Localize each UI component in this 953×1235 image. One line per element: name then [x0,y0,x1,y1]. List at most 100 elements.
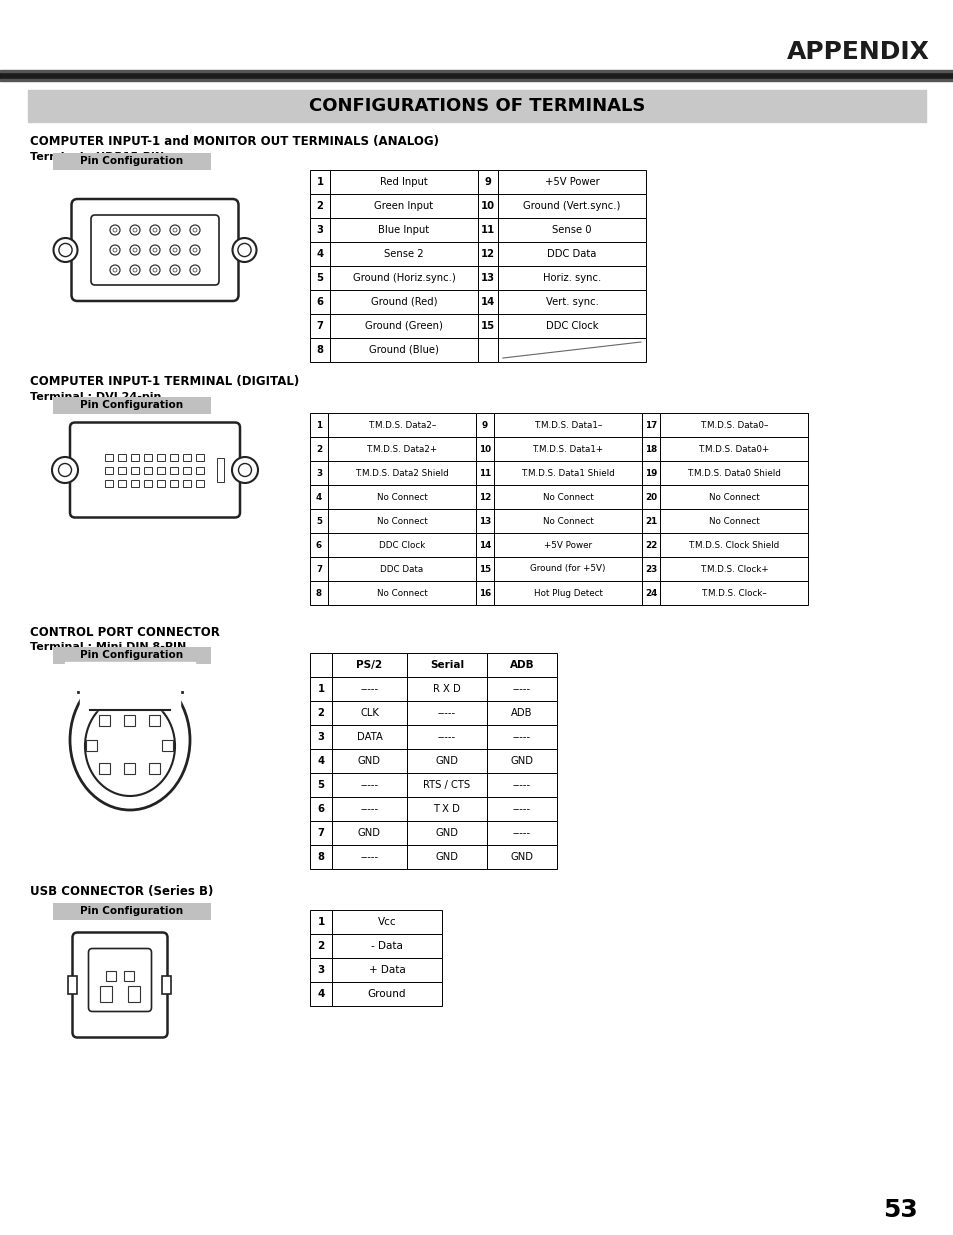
Bar [328,534,476,557]
Bar [477,338,497,362]
Bar [332,677,407,701]
Bar [310,338,330,362]
Ellipse shape [233,238,256,262]
Bar [332,982,441,1007]
Text: Ground (Blue): Ground (Blue) [369,345,438,354]
Bar [28,90,925,122]
Text: 3: 3 [317,732,324,742]
Text: 13: 13 [478,516,491,526]
Bar [494,437,641,461]
Ellipse shape [59,243,72,257]
Bar [310,910,332,934]
Ellipse shape [150,245,160,254]
Text: APPENDIX: APPENDIX [786,40,929,64]
Bar [80,680,180,710]
Text: 7: 7 [315,564,322,573]
Bar [659,534,807,557]
Text: No Connect: No Connect [542,516,593,526]
Bar [171,454,178,461]
Bar [494,412,641,437]
Text: DDC Clock: DDC Clock [545,321,598,331]
Text: Ground (for +5V): Ground (for +5V) [530,564,605,573]
Bar [494,557,641,580]
Bar [476,557,494,580]
Bar [87,740,97,751]
Bar [497,266,645,290]
Bar [330,242,477,266]
Bar [196,480,204,487]
Text: 4: 4 [317,989,324,999]
Bar [641,437,659,461]
Bar [106,480,113,487]
Bar [477,290,497,314]
Text: T.M.D.S. Data2 Shield: T.M.D.S. Data2 Shield [355,468,449,478]
Text: 19: 19 [644,468,657,478]
Bar [53,396,211,414]
Text: 8: 8 [316,345,323,354]
Bar [477,170,497,194]
Bar [477,314,497,338]
Bar [486,845,557,869]
Text: DDC Clock: DDC Clock [378,541,425,550]
Ellipse shape [193,268,196,272]
Text: 4: 4 [317,756,324,766]
Bar [150,762,160,773]
Bar [497,338,645,362]
Text: 18: 18 [644,445,657,453]
Bar [144,467,152,474]
Bar [157,454,165,461]
Text: GND: GND [435,756,458,766]
Bar [310,958,332,982]
Bar [641,485,659,509]
Bar [494,485,641,509]
Ellipse shape [112,228,117,232]
Bar [128,986,140,1002]
Ellipse shape [130,266,140,275]
Bar [477,266,497,290]
Bar [332,821,407,845]
Bar [183,454,192,461]
Bar [310,773,332,797]
Bar [0,70,953,72]
Text: 2: 2 [317,708,324,718]
Bar [157,467,165,474]
Text: No Connect: No Connect [376,493,427,501]
Bar [310,412,328,437]
Text: Ground (Horiz.sync.): Ground (Horiz.sync.) [353,273,455,283]
Bar [310,437,328,461]
Text: 1: 1 [316,177,323,186]
Text: Horiz. sync.: Horiz. sync. [542,273,600,283]
Bar [310,170,330,194]
Bar [310,677,332,701]
Bar [328,557,476,580]
Bar [476,534,494,557]
Text: Ground (Green): Ground (Green) [365,321,442,331]
Bar [486,725,557,748]
Text: T.M.D.S. Data1+: T.M.D.S. Data1+ [532,445,603,453]
Ellipse shape [152,228,157,232]
Ellipse shape [132,228,137,232]
Bar [476,461,494,485]
Bar [310,219,330,242]
Bar [106,467,113,474]
Bar [0,72,953,79]
FancyBboxPatch shape [71,199,238,301]
Text: 4: 4 [315,493,322,501]
Text: 3: 3 [315,468,322,478]
Bar [332,701,407,725]
Text: 8: 8 [315,589,322,598]
Bar [641,461,659,485]
Bar [332,653,407,677]
Bar [53,647,211,664]
Text: No Connect: No Connect [376,516,427,526]
Ellipse shape [112,268,117,272]
Text: 9: 9 [484,177,491,186]
Bar [476,485,494,509]
Bar [53,153,211,170]
Bar [494,461,641,485]
Bar [65,662,194,692]
Bar [132,454,139,461]
Bar [330,338,477,362]
Bar [310,557,328,580]
Ellipse shape [110,225,120,235]
